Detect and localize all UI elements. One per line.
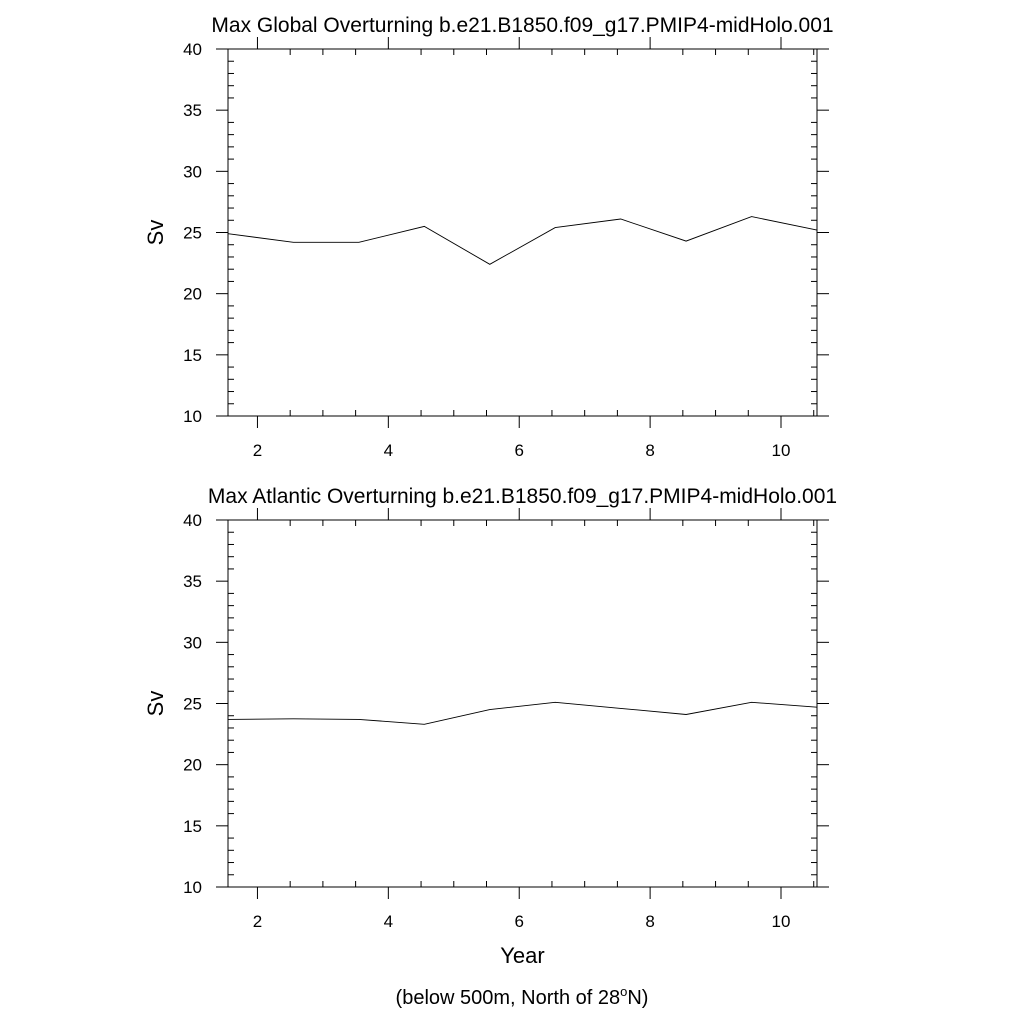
y-axis-label: Sv [143,691,168,717]
y-tick-label: 20 [183,285,202,304]
footnote: (below 500m, North of 28oN) [396,984,649,1009]
plot-frame [227,48,818,417]
y-tick-label: 15 [183,817,202,836]
x-tick-label: 2 [253,912,262,931]
x-tick-label: 4 [384,441,393,460]
x-tick-label: 4 [384,912,393,931]
x-tick-label: 8 [645,441,654,460]
series-line-1 [227,216,818,265]
x-axis-label: Year [500,943,544,968]
chart-panel-2: 10 15 20 25 30 35 40 2 4 6 8 10 Max Atlantic Overtur… [143,485,837,968]
y-tick-label: 35 [183,572,202,591]
y-tick-label: 40 [183,40,202,59]
y-tick-label: 40 [183,511,202,530]
footnote-superscript: o [620,984,627,999]
y-tick-label: 30 [183,162,202,181]
y-tick-label: 25 [183,695,202,714]
x-tick-label: 6 [514,441,523,460]
footnote-end: N) [627,987,648,1009]
x-tick-label: 2 [253,441,262,460]
footnote-main: (below 500m, North of 28 [396,987,621,1009]
y-tick-label: 20 [183,756,202,775]
chart-title: Max Atlantic Overturning b.e21.B1850.f09… [208,485,837,508]
series-line-1 [227,701,818,725]
x-tick-label: 6 [514,912,523,931]
y-tick-label: 25 [183,224,202,243]
x-tick-label: 10 [772,912,791,931]
chart-title: Max Global Overturning b.e21.B1850.f09_g… [211,14,833,37]
plot-frame [227,519,818,888]
y-axis-label: Sv [143,220,168,246]
x-tick-label: 8 [645,912,654,931]
y-tick-label: 10 [183,407,202,426]
y-tick-label: 30 [183,633,202,652]
y-tick-label: 35 [183,101,202,120]
chart-panel-1: 10 15 20 25 30 35 40 2 4 6 8 10 Max Global Overturni… [143,14,834,460]
y-tick-label: 15 [183,346,202,365]
x-tick-label: 10 [772,441,791,460]
y-tick-label: 10 [183,878,202,897]
